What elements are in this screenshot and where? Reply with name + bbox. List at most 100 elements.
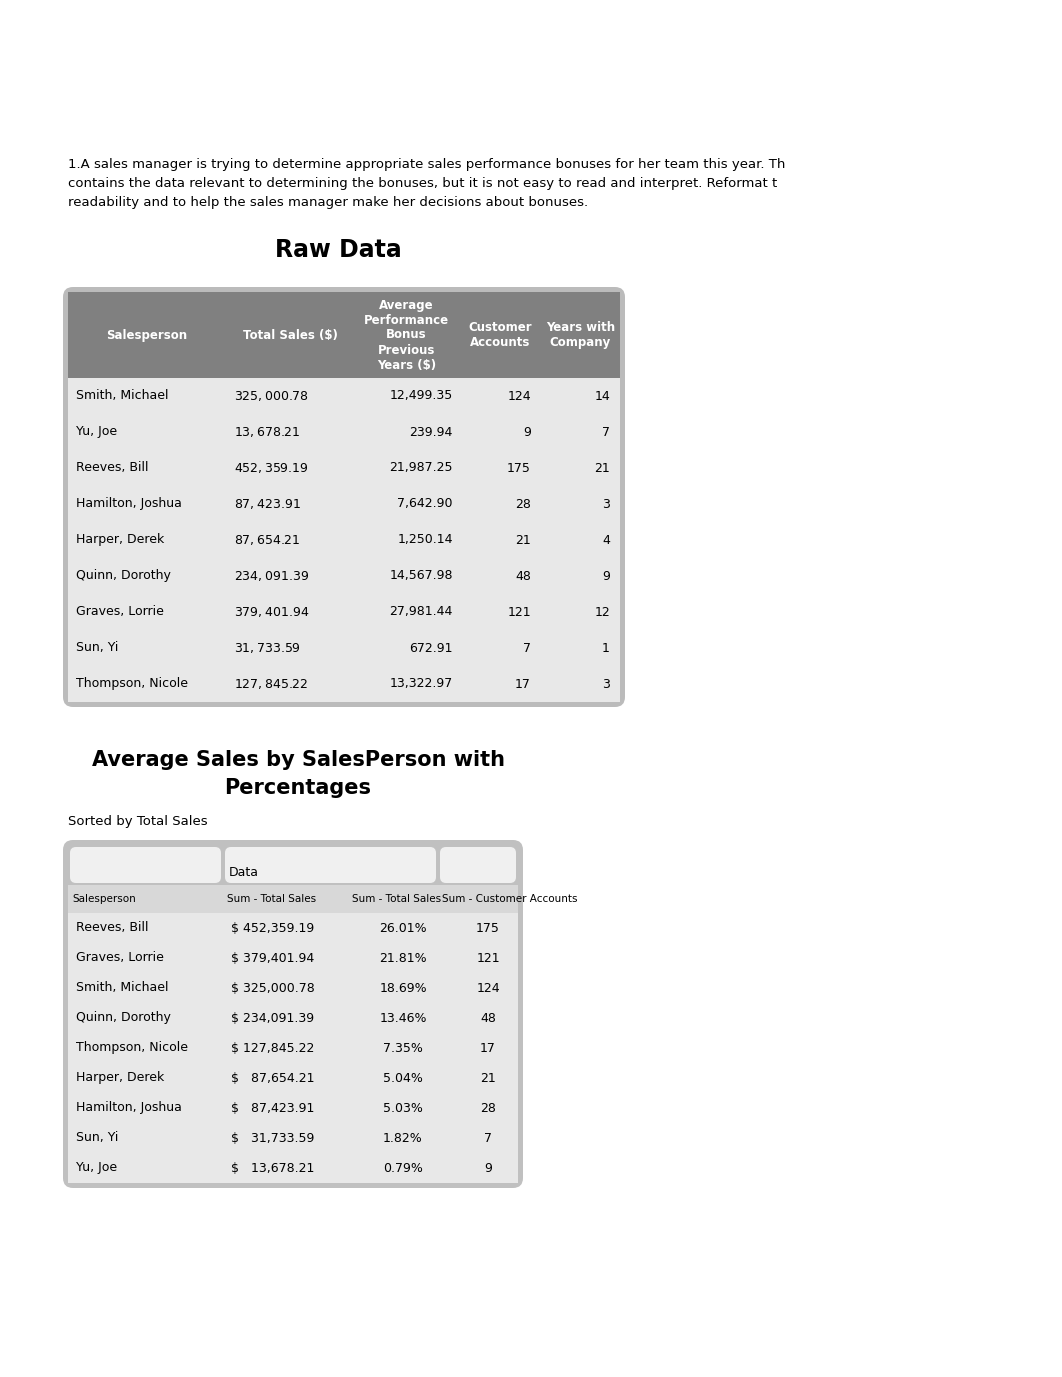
- Bar: [223, 1033, 348, 1063]
- Bar: [68, 292, 226, 379]
- Bar: [438, 1153, 518, 1183]
- Bar: [354, 522, 459, 558]
- Text: 5.04%: 5.04%: [383, 1071, 423, 1085]
- Bar: [459, 631, 541, 666]
- Text: 1: 1: [602, 642, 610, 654]
- Text: $ 452,359.19 $: $ 452,359.19 $: [234, 461, 308, 475]
- Text: $   87,423.91 $: $ 87,423.91 $: [234, 497, 301, 511]
- Bar: [438, 1063, 518, 1093]
- Text: 672.91: 672.91: [410, 642, 453, 654]
- Bar: [459, 558, 541, 593]
- Bar: [68, 1063, 223, 1093]
- Text: $   87,654.21: $ 87,654.21: [232, 1071, 314, 1085]
- Bar: [68, 1153, 223, 1183]
- Bar: [226, 414, 354, 450]
- Bar: [226, 292, 354, 379]
- Bar: [226, 379, 354, 414]
- Bar: [354, 414, 459, 450]
- Bar: [68, 379, 226, 414]
- Bar: [348, 1124, 438, 1153]
- Text: 17: 17: [480, 1041, 496, 1055]
- Bar: [348, 943, 438, 974]
- Text: $ 127,845.22: $ 127,845.22: [232, 1041, 314, 1055]
- Text: 26.01%: 26.01%: [379, 921, 427, 935]
- Bar: [354, 666, 459, 702]
- Text: Sum - Customer Accounts: Sum - Customer Accounts: [442, 894, 578, 903]
- Text: 175: 175: [476, 921, 500, 935]
- Bar: [459, 379, 541, 414]
- Bar: [459, 292, 541, 379]
- Text: 124: 124: [476, 982, 500, 994]
- Bar: [68, 1033, 223, 1063]
- Bar: [438, 913, 518, 943]
- Text: 9: 9: [524, 425, 531, 438]
- Text: 48: 48: [515, 570, 531, 582]
- Bar: [541, 379, 620, 414]
- Bar: [68, 414, 226, 450]
- Bar: [541, 414, 620, 450]
- Bar: [226, 593, 354, 631]
- Bar: [459, 593, 541, 631]
- Bar: [68, 558, 226, 593]
- Text: Years with
Company: Years with Company: [546, 321, 615, 348]
- Bar: [68, 666, 226, 702]
- Text: 14: 14: [595, 390, 610, 402]
- Text: 124: 124: [508, 390, 531, 402]
- Text: 7: 7: [523, 642, 531, 654]
- FancyBboxPatch shape: [70, 847, 221, 883]
- Bar: [226, 522, 354, 558]
- Text: 4: 4: [602, 533, 610, 547]
- Bar: [354, 292, 459, 379]
- Text: 48: 48: [480, 1012, 496, 1024]
- Text: Hamilton, Joshua: Hamilton, Joshua: [76, 497, 182, 511]
- Text: Yu, Joe: Yu, Joe: [76, 425, 117, 438]
- Bar: [541, 631, 620, 666]
- Text: Sun, Yi: Sun, Yi: [76, 642, 118, 654]
- Text: Salesperson: Salesperson: [106, 329, 188, 341]
- Text: Smith, Michael: Smith, Michael: [76, 390, 169, 402]
- Bar: [348, 1002, 438, 1033]
- Text: $   31,733.59 $: $ 31,733.59 $: [234, 642, 301, 655]
- Text: Total Sales ($): Total Sales ($): [242, 329, 338, 341]
- Text: $ 127,845.22 $: $ 127,845.22 $: [234, 677, 308, 691]
- Bar: [541, 593, 620, 631]
- Bar: [68, 593, 226, 631]
- Bar: [459, 486, 541, 522]
- Text: Thompson, Nicole: Thompson, Nicole: [76, 677, 188, 690]
- Bar: [68, 913, 223, 943]
- Bar: [459, 522, 541, 558]
- Bar: [348, 913, 438, 943]
- Text: Hamilton, Joshua: Hamilton, Joshua: [76, 1102, 182, 1114]
- Text: 13,322.97: 13,322.97: [390, 677, 453, 690]
- Text: $ 325,000.78: $ 325,000.78: [232, 982, 314, 994]
- Text: contains the data relevant to determining the bonuses, but it is not easy to rea: contains the data relevant to determinin…: [68, 178, 777, 190]
- Bar: [223, 1002, 348, 1033]
- Bar: [541, 486, 620, 522]
- Text: 7.35%: 7.35%: [383, 1041, 423, 1055]
- Text: 0.79%: 0.79%: [383, 1162, 423, 1175]
- Text: Percentages: Percentages: [224, 778, 372, 799]
- Bar: [223, 1124, 348, 1153]
- Bar: [438, 1124, 518, 1153]
- Text: 21: 21: [480, 1071, 496, 1085]
- Bar: [68, 943, 223, 974]
- Bar: [348, 974, 438, 1002]
- Text: 9: 9: [484, 1162, 492, 1175]
- Text: Raw Data: Raw Data: [275, 238, 401, 262]
- Text: Salesperson: Salesperson: [72, 894, 136, 903]
- Text: $ 379,401.94: $ 379,401.94: [232, 952, 314, 964]
- Text: $   87,423.91: $ 87,423.91: [232, 1102, 314, 1114]
- Text: 3: 3: [602, 677, 610, 690]
- Bar: [226, 486, 354, 522]
- Text: 27,981.44: 27,981.44: [390, 606, 453, 618]
- Bar: [68, 885, 223, 913]
- Text: 239.94: 239.94: [410, 425, 453, 438]
- Text: Average Sales by SalesPerson with: Average Sales by SalesPerson with: [91, 750, 504, 770]
- Text: 3: 3: [602, 497, 610, 511]
- Bar: [541, 450, 620, 486]
- Bar: [68, 974, 223, 1002]
- Text: Data: Data: [229, 866, 259, 880]
- Bar: [354, 450, 459, 486]
- Text: Quinn, Dorothy: Quinn, Dorothy: [76, 1012, 171, 1024]
- Text: Sun, Yi: Sun, Yi: [76, 1132, 118, 1144]
